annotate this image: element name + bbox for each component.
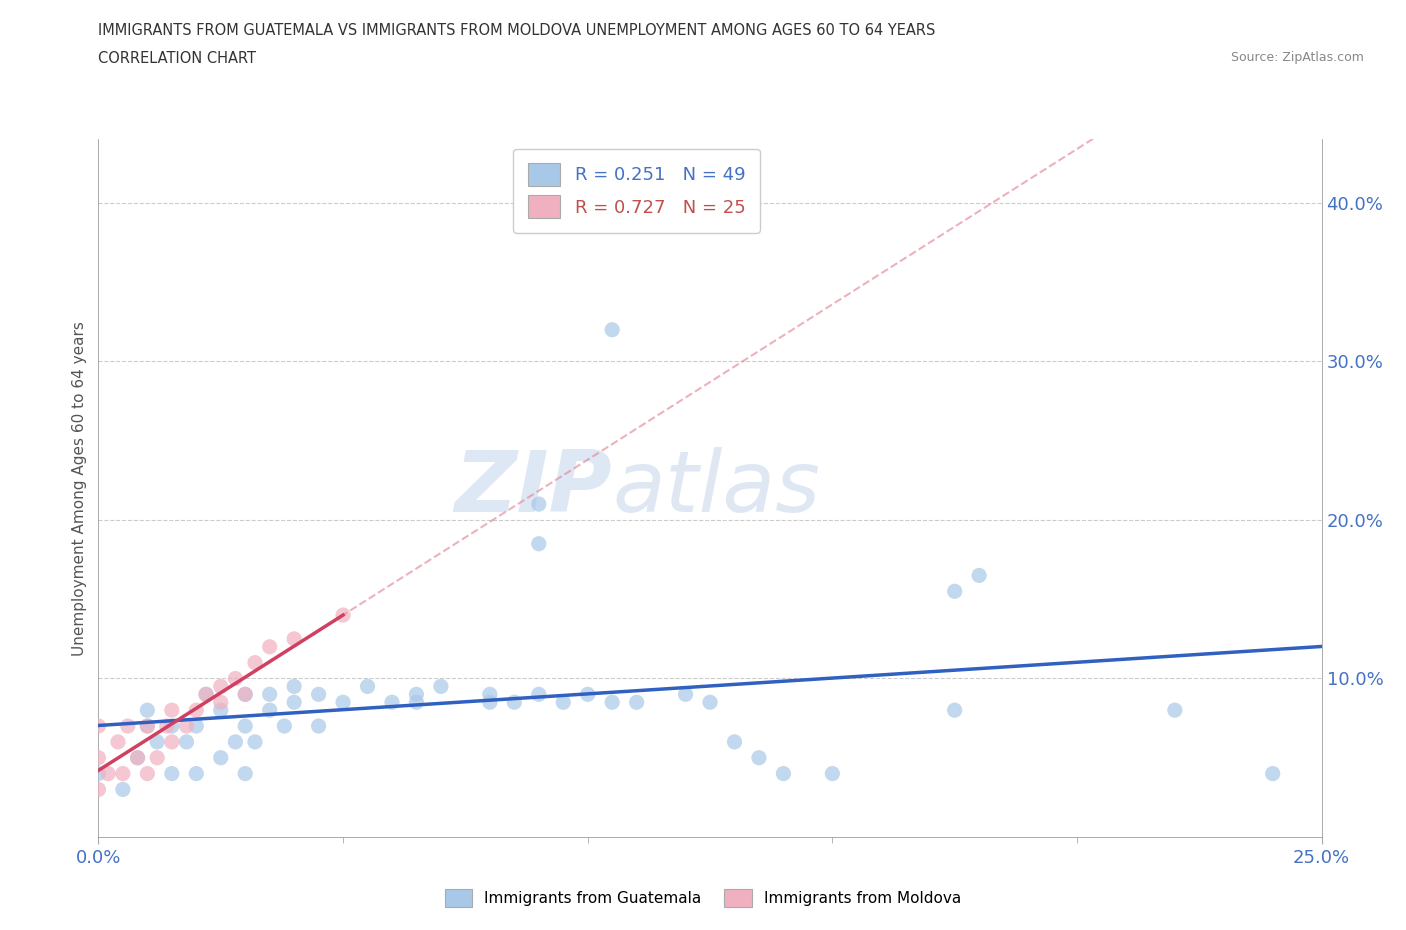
Text: Source: ZipAtlas.com: Source: ZipAtlas.com [1230, 51, 1364, 64]
Point [576, 687, 599, 702]
Point [503, 695, 526, 710]
Point [723, 735, 745, 750]
Point [283, 695, 305, 710]
Text: IMMIGRANTS FROM GUATEMALA VS IMMIGRANTS FROM MOLDOVA UNEMPLOYMENT AMONG AGES 60 : IMMIGRANTS FROM GUATEMALA VS IMMIGRANTS … [98, 23, 936, 38]
Point [160, 735, 183, 750]
Point [308, 687, 330, 702]
Legend: R = 0.251   N = 49, R = 0.727   N = 25: R = 0.251 N = 49, R = 0.727 N = 25 [513, 149, 759, 232]
Point [243, 735, 266, 750]
Point [127, 751, 149, 765]
Text: CORRELATION CHART: CORRELATION CHART [98, 51, 256, 66]
Point [283, 631, 305, 646]
Point [967, 568, 990, 583]
Point [233, 687, 256, 702]
Point [259, 639, 281, 654]
Point [176, 735, 198, 750]
Point [160, 719, 183, 734]
Point [136, 703, 159, 718]
Point [943, 584, 966, 599]
Point [195, 687, 218, 702]
Point [136, 719, 159, 734]
Point [233, 687, 256, 702]
Point [136, 719, 159, 734]
Point [111, 782, 134, 797]
Point [87, 719, 110, 734]
Point [259, 687, 281, 702]
Point [195, 687, 218, 702]
Point [308, 719, 330, 734]
Point [527, 687, 550, 702]
Point [1164, 703, 1187, 718]
Point [527, 537, 550, 551]
Point [224, 671, 246, 686]
Point [332, 695, 354, 710]
Y-axis label: Unemployment Among Ages 60 to 64 years: Unemployment Among Ages 60 to 64 years [72, 321, 87, 656]
Point [943, 703, 966, 718]
Point [136, 766, 159, 781]
Point [97, 766, 120, 781]
Point [381, 695, 404, 710]
Point [626, 695, 648, 710]
Point [405, 687, 427, 702]
Point [87, 782, 110, 797]
Point [772, 766, 794, 781]
Point [553, 695, 575, 710]
Point [209, 679, 232, 694]
Point [186, 719, 208, 734]
Point [209, 695, 232, 710]
Text: ZIP: ZIP [454, 446, 612, 530]
Point [117, 719, 139, 734]
Point [332, 607, 354, 622]
Point [1261, 766, 1284, 781]
Point [224, 735, 246, 750]
Point [283, 679, 305, 694]
Point [160, 766, 183, 781]
Point [156, 719, 179, 734]
Point [87, 766, 110, 781]
Point [209, 751, 232, 765]
Point [186, 766, 208, 781]
Point [87, 751, 110, 765]
Point [699, 695, 721, 710]
Point [273, 719, 295, 734]
Point [356, 679, 378, 694]
Point [111, 766, 134, 781]
Point [430, 679, 453, 694]
Point [675, 687, 697, 702]
Point [527, 497, 550, 512]
Point [146, 735, 169, 750]
Point [243, 655, 266, 670]
Point [160, 703, 183, 718]
Point [146, 751, 169, 765]
Point [259, 703, 281, 718]
Point [478, 687, 501, 702]
Point [209, 703, 232, 718]
Point [233, 719, 256, 734]
Point [821, 766, 844, 781]
Point [405, 695, 427, 710]
Point [748, 751, 770, 765]
Point [127, 751, 149, 765]
Point [176, 719, 198, 734]
Point [600, 323, 623, 338]
Point [186, 703, 208, 718]
Legend: Immigrants from Guatemala, Immigrants from Moldova: Immigrants from Guatemala, Immigrants fr… [439, 884, 967, 913]
Point [478, 695, 501, 710]
Point [600, 695, 623, 710]
Text: atlas: atlas [612, 446, 820, 530]
Point [107, 735, 129, 750]
Point [233, 766, 256, 781]
